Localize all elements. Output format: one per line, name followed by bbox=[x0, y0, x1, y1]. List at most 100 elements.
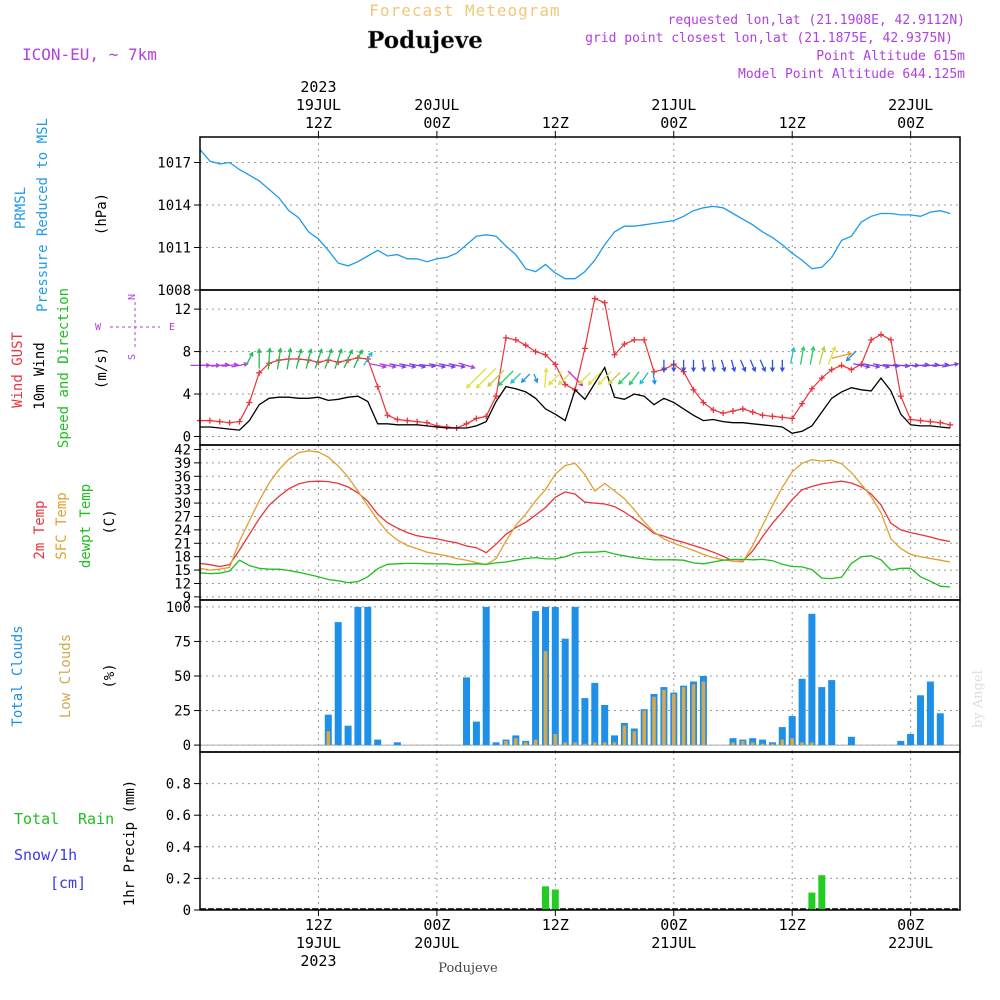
gust-point bbox=[947, 421, 954, 428]
location-title: Podujeve bbox=[367, 27, 483, 54]
low-cloud-bar bbox=[514, 738, 518, 746]
bottom-tick-label: 21JUL bbox=[651, 934, 696, 952]
wind-direction-arrow bbox=[759, 359, 767, 373]
gust-point bbox=[878, 331, 885, 338]
total-cloud-bar bbox=[907, 734, 915, 746]
top-tick-label: 19JUL bbox=[296, 96, 341, 114]
low-cloud-bar bbox=[602, 742, 607, 746]
top-tick-label: 21JUL bbox=[651, 96, 696, 114]
wind-direction-arrow bbox=[343, 348, 353, 369]
wind-direction-arrow bbox=[465, 368, 487, 389]
gust-point bbox=[838, 362, 845, 369]
wind-direction-arrow bbox=[628, 371, 640, 386]
gust-point bbox=[749, 409, 756, 416]
wind-direction-arrow bbox=[789, 346, 796, 364]
low-cloud-bar bbox=[810, 742, 814, 746]
total-cloud-bar bbox=[769, 742, 776, 746]
total-cloud-bar bbox=[571, 606, 579, 746]
total-cloud-bar bbox=[591, 682, 599, 746]
sfctemp-label: SFC Temp bbox=[54, 492, 70, 559]
ytick-label-temperature: 18 bbox=[174, 550, 191, 566]
gust-point bbox=[443, 423, 450, 430]
total-cloud-bar bbox=[847, 736, 855, 746]
ytick-label-pressure: 1011 bbox=[157, 241, 191, 257]
total-cloud-bar bbox=[472, 721, 480, 746]
wind-direction-arrow bbox=[458, 362, 476, 370]
gust-point bbox=[601, 299, 608, 306]
ytick-label-temperature: 15 bbox=[174, 563, 191, 579]
gust-point bbox=[493, 393, 500, 400]
low-cloud-bar bbox=[553, 734, 558, 746]
ytick-label-temperature: 30 bbox=[174, 496, 191, 512]
gust-point bbox=[700, 399, 707, 406]
wind-direction-arrow bbox=[779, 359, 785, 373]
model-altitude: Model Point Altitude 644.125m bbox=[738, 67, 965, 82]
total-cloud-bar bbox=[828, 680, 836, 745]
total-cloud-bar bbox=[926, 681, 934, 746]
top-tick-label: 22JUL bbox=[888, 96, 933, 114]
wind-direction-arrow bbox=[276, 347, 283, 370]
gust-point bbox=[927, 418, 934, 425]
top-tick-label: 00Z bbox=[423, 114, 450, 132]
gust-point bbox=[641, 336, 648, 343]
total-cloud-bar bbox=[463, 677, 470, 746]
rain-label: Rain bbox=[78, 810, 114, 828]
bottom-tick-label: 19JUL bbox=[296, 934, 341, 952]
ytick-label-pressure: 1014 bbox=[157, 198, 191, 214]
bottom-tick-label: 12Z bbox=[305, 916, 332, 934]
gust-point bbox=[394, 416, 401, 423]
rain-bar bbox=[551, 889, 559, 910]
panel-bg-pressure bbox=[200, 137, 960, 290]
requested-coords: requested lon,lat (21.1908E, 42.9112N) bbox=[668, 13, 965, 28]
gust-point bbox=[907, 416, 914, 423]
low-cloud-bar bbox=[701, 681, 706, 746]
wind-direction-arrow bbox=[720, 359, 727, 373]
gust-point bbox=[789, 415, 796, 422]
low-cloud-bar bbox=[731, 742, 735, 746]
snow-label: Snow/1h bbox=[14, 846, 77, 864]
top-tick-label: 12Z bbox=[305, 114, 332, 132]
low-cloud-bar bbox=[662, 689, 666, 746]
total-cloud-bar bbox=[818, 687, 826, 746]
ytick-label-clouds: 75 bbox=[174, 634, 191, 650]
prmsl-line bbox=[199, 149, 951, 280]
cloud-labels: Total Clouds Low Clouds (%) bbox=[10, 625, 118, 726]
plot-area: 1008101110141017048129121518212427303336… bbox=[157, 78, 961, 970]
ytick-label-temperature: 24 bbox=[174, 523, 191, 539]
rain-bar bbox=[542, 886, 549, 910]
ytick-label-clouds: 25 bbox=[174, 704, 191, 720]
wind-direction-arrow bbox=[941, 361, 960, 368]
wind-direction-arrow bbox=[520, 373, 531, 384]
total-cloud-bar bbox=[551, 606, 559, 746]
low-cloud-bar bbox=[573, 742, 577, 746]
wind-direction-arrow bbox=[543, 367, 549, 388]
wind-direction-arrow bbox=[448, 363, 466, 369]
total-cloud-bar bbox=[808, 613, 816, 746]
wind-unit: (m/s) bbox=[94, 347, 110, 389]
total-cloud-bar bbox=[561, 638, 569, 746]
total-cloud-bar bbox=[334, 622, 342, 746]
gust-point bbox=[729, 408, 736, 415]
gust-point bbox=[621, 341, 628, 348]
rain-bar bbox=[818, 875, 826, 910]
low-cloud-bar bbox=[741, 740, 745, 745]
total-cloud-bar bbox=[532, 611, 540, 746]
ytick-label-temperature: 27 bbox=[174, 509, 191, 525]
top-tick-label: 00Z bbox=[660, 114, 687, 132]
gust-point bbox=[206, 417, 213, 424]
low-cloud-bar bbox=[760, 743, 765, 746]
gust-point bbox=[848, 366, 855, 373]
compass-west: W bbox=[95, 322, 102, 333]
pressure-unit: (hPa) bbox=[94, 193, 110, 235]
ytick-label-precip: 0.2 bbox=[166, 871, 191, 887]
total-cloud-bar bbox=[482, 606, 490, 746]
gust-point bbox=[591, 295, 598, 302]
gust-point bbox=[611, 351, 618, 358]
ytick-label-precip: 0.6 bbox=[166, 808, 191, 824]
wind-direction-arrow bbox=[267, 347, 273, 370]
point-altitude: Point Altitude 615m bbox=[816, 49, 965, 64]
ytick-label-wind: 4 bbox=[183, 387, 191, 403]
panel-bg-precip bbox=[200, 752, 960, 910]
wind-direction-arrow bbox=[305, 348, 313, 369]
gust-point bbox=[216, 418, 223, 425]
